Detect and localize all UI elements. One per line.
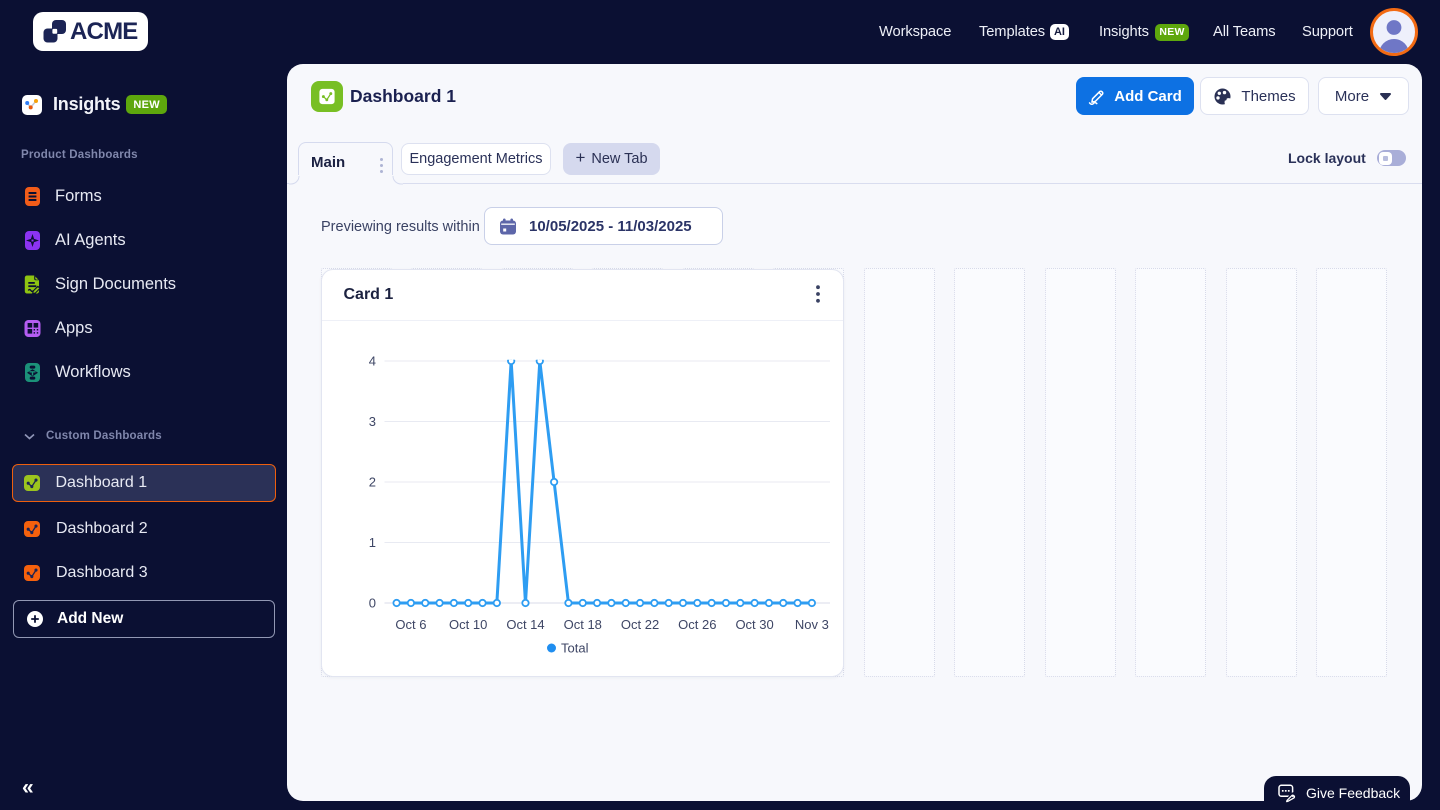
svg-text:Total: Total bbox=[561, 641, 589, 656]
svg-text:4: 4 bbox=[368, 354, 375, 369]
svg-text:Oct 22: Oct 22 bbox=[620, 617, 658, 632]
svg-text:3: 3 bbox=[368, 414, 375, 429]
svg-text:Oct 26: Oct 26 bbox=[678, 617, 716, 632]
svg-text:Oct 6: Oct 6 bbox=[395, 617, 426, 632]
svg-text:Oct 14: Oct 14 bbox=[506, 617, 544, 632]
svg-text:Nov 3: Nov 3 bbox=[794, 617, 828, 632]
svg-text:Oct 30: Oct 30 bbox=[735, 617, 773, 632]
svg-text:2: 2 bbox=[368, 475, 375, 490]
svg-text:1: 1 bbox=[368, 535, 375, 550]
svg-text:0: 0 bbox=[368, 596, 375, 611]
svg-text:Oct 18: Oct 18 bbox=[563, 617, 601, 632]
svg-text:Oct 10: Oct 10 bbox=[449, 617, 487, 632]
